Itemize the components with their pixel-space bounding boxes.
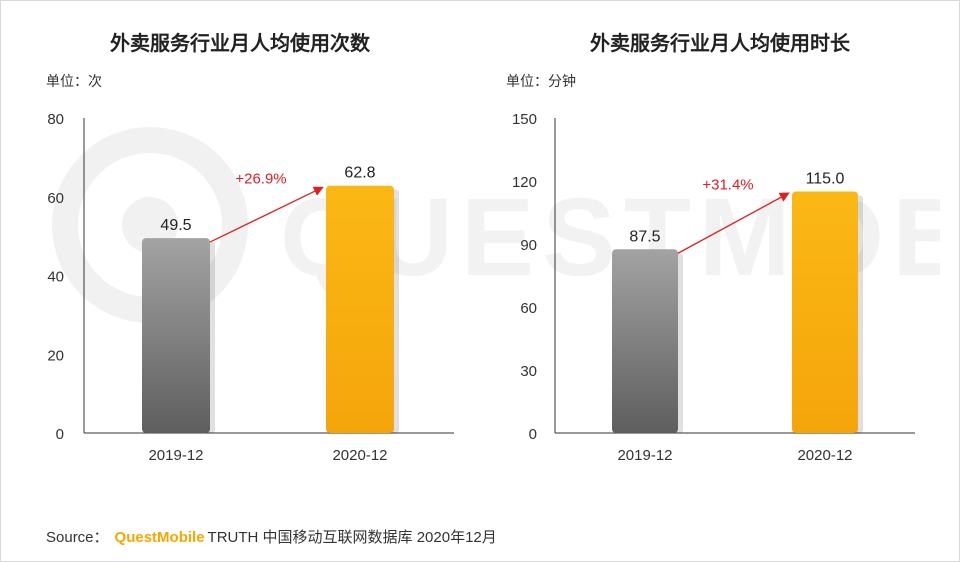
- growth-arrow: [209, 186, 324, 243]
- y-tick-label: 120: [512, 174, 537, 191]
- unit-label: 单位：次: [46, 73, 102, 89]
- source-brand: QuestMobile: [114, 529, 205, 546]
- y-tick-label: 80: [47, 111, 64, 128]
- y-tick-label: 60: [47, 190, 64, 207]
- data-label: 87.5: [629, 228, 660, 245]
- growth-arrow: [677, 192, 790, 254]
- chart-usage-count: 外卖服务行业月人均使用次数 单位：次 0 20 40 60 80 49.5 2019-12…: [46, 31, 454, 464]
- source-prefix: Source：: [46, 529, 109, 546]
- bar-2020-12: [326, 185, 394, 433]
- chart-title: 外卖服务行业月人均使用时长: [590, 31, 851, 55]
- y-tick-label: 90: [520, 237, 537, 254]
- y-tick-label: 20: [47, 347, 64, 364]
- bar-2019-12: [142, 238, 210, 433]
- unit-label: 单位：分钟: [506, 73, 576, 89]
- data-label: 49.5: [160, 217, 191, 234]
- y-tick-label: 0: [56, 426, 64, 443]
- bar-2019-12: [612, 249, 678, 433]
- y-tick-label: 40: [47, 269, 64, 286]
- data-label: 115.0: [806, 171, 845, 188]
- data-label: 62.8: [344, 165, 375, 182]
- chart-title: 外卖服务行业月人均使用次数: [110, 31, 371, 55]
- bar-2020-12: [792, 191, 858, 433]
- source-note: Source： QuestMobile TRUTH 中国移动互联网数据库 2020年…: [46, 526, 497, 547]
- source-suffix: TRUTH 中国移动互联网数据库 2020年12月: [207, 529, 497, 546]
- y-tick-label: 30: [520, 363, 537, 380]
- x-tick-label: 2020-12: [797, 447, 852, 464]
- growth-label: +26.9%: [235, 171, 286, 188]
- growth-label: +31.4%: [702, 177, 753, 194]
- x-tick-label: 2019-12: [148, 447, 203, 464]
- y-tick-label: 60: [520, 300, 537, 317]
- y-tick-label: 150: [512, 111, 537, 128]
- x-tick-label: 2019-12: [617, 447, 672, 464]
- chart-usage-duration: 外卖服务行业月人均使用时长 单位：分钟 0 30 60 90 120 150 87.5 20…: [506, 31, 915, 464]
- y-tick-label: 0: [529, 426, 537, 443]
- x-tick-label: 2020-12: [332, 447, 387, 464]
